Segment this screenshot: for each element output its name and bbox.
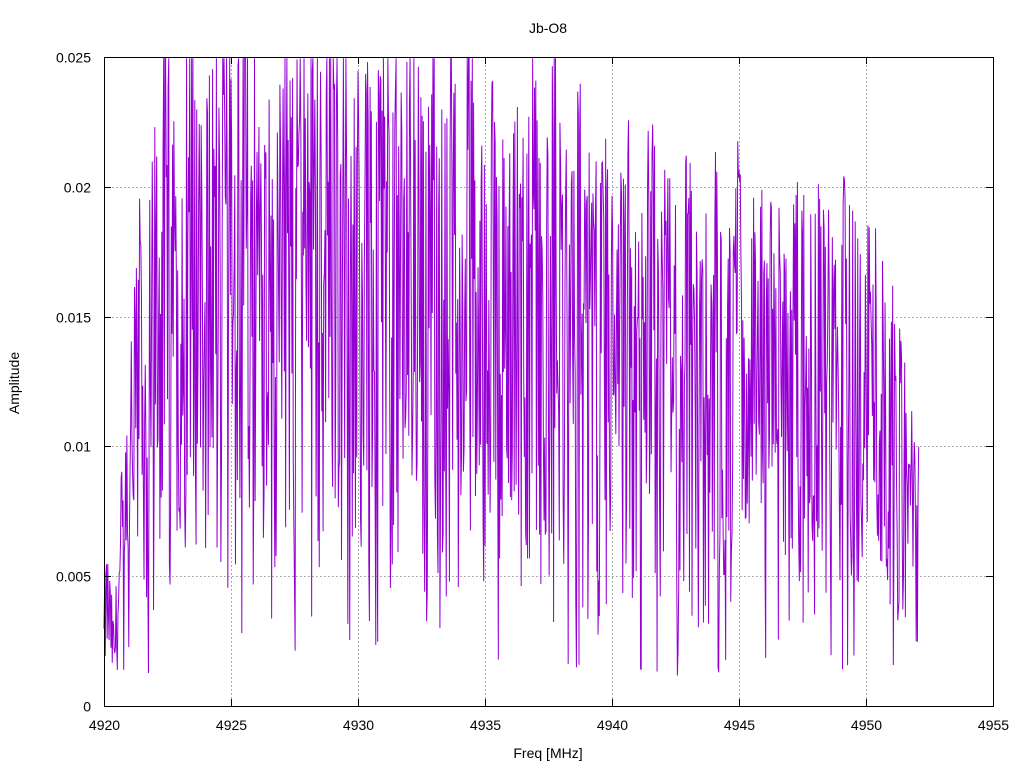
x-axis-title: Freq [MHz] [513, 745, 582, 761]
x-tick-label: 4950 [851, 717, 882, 733]
x-tick-label: 4935 [470, 717, 501, 733]
x-tick-label: 4925 [216, 717, 247, 733]
amplitude-series-line [103, 57, 920, 676]
x-tick-label: 4930 [343, 717, 374, 733]
plot-frame [104, 57, 994, 707]
x-tick-label: 4945 [724, 717, 755, 733]
y-tick-label: 0 [83, 699, 91, 715]
y-tick-label: 0.005 [56, 569, 91, 585]
y-tick-label: 0.015 [56, 310, 91, 326]
chart-title: Jb-O8 [529, 20, 567, 36]
x-tick-label: 4940 [597, 717, 628, 733]
y-axis-title: Amplitude [6, 352, 22, 414]
tick-labels: 4920 4925 4930 4935 4940 4945 4950 4955 0 0.005 0.… [56, 50, 1009, 734]
y-tick-label: 0.025 [56, 50, 91, 66]
series-layer [103, 57, 920, 676]
y-tick-label: 0.01 [64, 439, 91, 455]
axes [104, 57, 994, 707]
x-tick-label: 4955 [978, 717, 1009, 733]
x-tick-label: 4920 [89, 717, 120, 733]
y-tick-label: 0.02 [64, 180, 91, 196]
